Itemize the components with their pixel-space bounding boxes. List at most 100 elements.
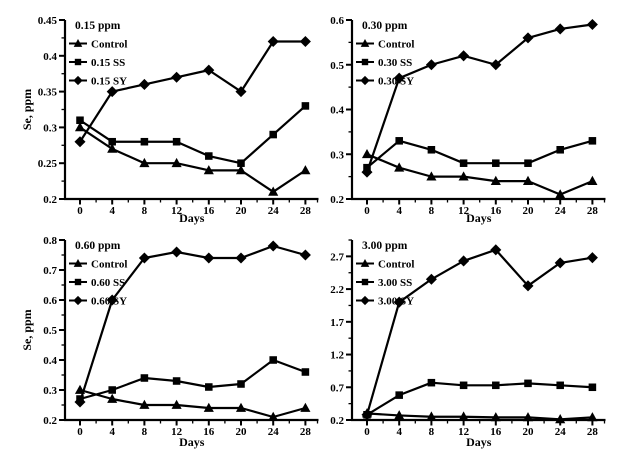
series-line-0-15-ss (79, 105, 307, 165)
legend-item-label: 3.00 SS (378, 277, 412, 289)
diamond-marker-icon (235, 86, 247, 98)
diamond-marker-icon (522, 32, 534, 44)
triangle-marker-icon (394, 410, 405, 420)
diamond-marker-icon (171, 71, 183, 83)
x-axis-title: Days (466, 435, 492, 449)
triangle-marker-icon (139, 157, 150, 168)
triangle-marker-icon (587, 175, 598, 186)
diamond-marker-icon (522, 280, 534, 292)
y-tick-label: 0.5 (330, 60, 344, 72)
series-line-0-60-ss (79, 358, 306, 401)
square-marker-icon (108, 386, 116, 394)
x-tick-label: 8 (429, 426, 435, 438)
diamond-marker-icon (360, 75, 370, 86)
square-marker-icon (556, 381, 564, 390)
square-marker-icon (524, 379, 532, 388)
x-tick-label: 4 (109, 205, 115, 217)
triangle-marker-icon (490, 175, 501, 186)
chart-0-15-ppm: 0.2 0.25 0.3 0.35 0.4 0.45 0 4 8 12 16 20 24 28 Days Se… (20, 15, 319, 225)
legend-title: 0.30 ppm (362, 20, 408, 32)
triangle-marker-icon (426, 411, 437, 421)
square-marker-icon (492, 381, 500, 390)
square-marker-icon (301, 102, 310, 110)
triangle-marker-icon (426, 171, 437, 181)
x-tick-label: 16 (203, 205, 215, 217)
diamond-marker-icon (74, 396, 86, 408)
triangle-marker-icon (361, 148, 373, 159)
legend-item-label: 0.60 SY (91, 296, 127, 308)
y-tick-label: 0.4 (43, 51, 57, 63)
triangle-marker-icon (171, 157, 182, 168)
diamond-marker-icon (361, 409, 373, 421)
y-tick-label: 0.2 (43, 415, 57, 427)
x-tick-label: 24 (555, 205, 567, 217)
x-tick-label: 28 (300, 426, 312, 438)
triangle-marker-icon (458, 171, 469, 181)
triangle-marker-icon (360, 259, 370, 267)
triangle-marker-icon (73, 259, 83, 267)
x-tick-label: 12 (458, 426, 470, 438)
series-line-0-30-sy (365, 23, 593, 173)
legend-item-label: Control (378, 39, 414, 51)
diamond-marker-icon (586, 252, 598, 264)
triangle-marker-icon (300, 165, 311, 175)
diamond-marker-icon (554, 257, 566, 269)
square-marker-icon (301, 368, 310, 376)
series-line-control (79, 126, 307, 193)
square-marker-icon (427, 378, 436, 387)
triangle-marker-icon (268, 186, 279, 196)
y-tick-label: 0.2 (330, 194, 344, 206)
triangle-marker-icon (73, 39, 83, 47)
legend-item-label: Control (378, 259, 414, 271)
diamond-marker-icon (393, 72, 405, 84)
square-marker-icon (172, 137, 181, 146)
square-marker-icon (269, 356, 277, 364)
y-tick-label: 0.5 (43, 325, 57, 337)
legend-item-label: 3.00 SY (378, 296, 414, 308)
square-marker-icon (588, 137, 597, 145)
x-tick-label: 20 (523, 205, 535, 217)
x-tick-label: 20 (236, 205, 248, 217)
diamond-marker-icon (490, 244, 502, 256)
x-tick-label: 12 (458, 205, 470, 217)
x-tick-label: 16 (490, 205, 502, 217)
x-tick-label: 0 (77, 205, 83, 217)
triangle-marker-icon (555, 414, 566, 424)
square-marker-icon (74, 58, 82, 66)
y-tick-label: 1.2 (330, 350, 344, 362)
diamond-marker-icon (73, 295, 83, 306)
series-line-0-15-sy (79, 40, 306, 143)
y-tick-label: 0.3 (330, 149, 344, 161)
diamond-marker-icon (74, 136, 86, 148)
legend-item-label: Control (91, 39, 127, 51)
triangle-marker-icon (74, 122, 86, 132)
y-axis-title: Se, ppm (20, 89, 34, 130)
diamond-marker-icon (360, 295, 370, 306)
triangle-marker-icon (522, 412, 534, 422)
legend-title: 3.00 ppm (362, 240, 408, 252)
x-tick-label: 12 (171, 205, 183, 217)
y-axis-title: Se, ppm (20, 309, 34, 350)
y-tick-label: 0.7 (330, 382, 344, 394)
triangle-marker-icon (394, 162, 405, 172)
y-tick-label: 0.25 (38, 158, 58, 170)
diamond-marker-icon (299, 249, 311, 261)
y-tick-label: 1.7 (330, 317, 344, 329)
square-marker-icon (237, 159, 245, 167)
square-marker-icon (395, 391, 403, 399)
x-tick-label: 20 (523, 426, 535, 438)
x-tick-label: 24 (555, 426, 567, 438)
triangle-marker-icon (360, 39, 370, 47)
diamond-marker-icon (490, 59, 502, 71)
x-tick-label: 0 (364, 426, 370, 438)
diamond-marker-icon (458, 50, 470, 62)
x-tick-label: 8 (142, 205, 148, 217)
square-marker-icon (459, 159, 468, 167)
triangle-marker-icon (522, 175, 534, 186)
triangle-marker-icon (235, 165, 247, 175)
triangle-marker-icon (300, 402, 311, 412)
y-tick-label: 0.4 (43, 355, 57, 367)
series-line-control (366, 153, 593, 196)
square-marker-icon (74, 278, 82, 286)
square-marker-icon (108, 137, 116, 146)
